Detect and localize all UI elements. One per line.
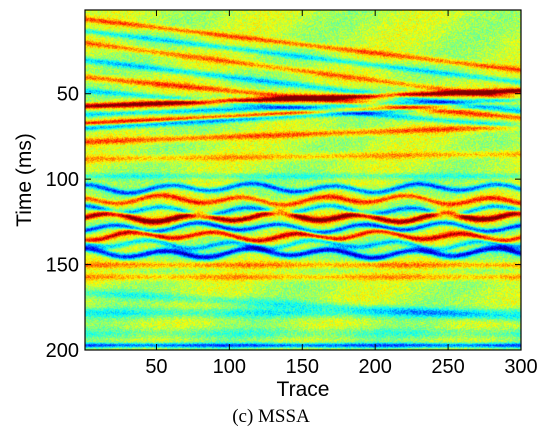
y-axis-label: Time (ms) bbox=[13, 133, 36, 227]
seismic-heatmap-image bbox=[85, 10, 521, 350]
x-tick-label: 250 bbox=[431, 356, 464, 378]
y-axis-ticks: 50 100 150 200 bbox=[46, 84, 521, 362]
x-tick-label: 300 bbox=[504, 356, 537, 378]
plot-area bbox=[84, 9, 522, 351]
y-tick-label: 100 bbox=[46, 169, 79, 191]
y-tick-label: 200 bbox=[46, 340, 79, 362]
x-tick-label: 150 bbox=[286, 356, 319, 378]
figure-caption: (c) MSSA bbox=[232, 406, 310, 427]
y-tick-label: 50 bbox=[57, 84, 79, 106]
x-tick-label: 200 bbox=[358, 356, 391, 378]
x-axis-label: Trace bbox=[277, 378, 330, 401]
x-tick-label: 50 bbox=[145, 356, 167, 378]
x-axis-ticks: 50 100 150 200 250 300 bbox=[145, 10, 538, 378]
y-tick-label: 150 bbox=[46, 255, 79, 277]
x-tick-label: 100 bbox=[213, 356, 246, 378]
plot-frame bbox=[84, 9, 522, 351]
